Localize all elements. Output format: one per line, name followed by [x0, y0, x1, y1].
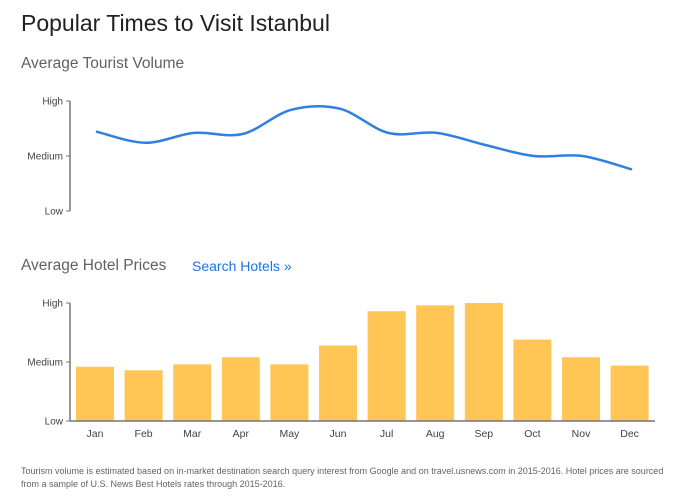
price-bar-feb	[124, 370, 163, 421]
y-tick-label: Medium	[27, 358, 63, 369]
footer-note: Tourism volume is estimated based on in-…	[21, 466, 664, 489]
price-bar-jul	[367, 311, 406, 421]
tourist-volume-chart: Low Medium High	[27, 97, 633, 218]
price-bar-apr	[221, 357, 260, 421]
page-title: Popular Times to Visit Istanbul	[21, 10, 330, 36]
price-bar-may	[270, 364, 309, 421]
x-tick-label: Oct	[524, 428, 540, 440]
x-tick-label: Mar	[183, 428, 202, 440]
x-tick-label: Nov	[572, 428, 591, 440]
x-tick-label: Apr	[233, 428, 250, 440]
y-tick-label: Low	[45, 417, 64, 428]
x-tick-label: Dec	[620, 428, 639, 440]
y-tick-label: High	[42, 97, 63, 108]
y-tick-label: High	[42, 299, 63, 310]
x-tick-label: Jan	[87, 428, 104, 440]
price-bar-dec	[610, 365, 649, 421]
y-tick-label: Low	[45, 207, 64, 218]
search-hotels-link[interactable]: Search Hotels »	[192, 258, 292, 274]
price-bar-nov	[562, 357, 600, 421]
tourist-volume-line	[95, 104, 633, 171]
price-bar-jan	[76, 366, 114, 421]
y-tick-label: Medium	[27, 152, 63, 163]
price-bar-aug	[416, 305, 455, 421]
price-bar-sep	[464, 303, 503, 421]
tourist-volume-title: Average Tourist Volume	[21, 55, 185, 72]
hotel-prices-title: Average Hotel Prices	[21, 257, 167, 274]
x-tick-label: Sep	[474, 428, 493, 440]
hotel-prices-chart: Jan Feb Mar Apr May Jun Jul Aug Sep Oct Nov Dec Low M…	[27, 299, 655, 440]
x-tick-label: Feb	[135, 428, 153, 440]
price-bar-jun	[319, 345, 357, 421]
price-bar-mar	[173, 364, 212, 421]
x-tick-label: Jul	[380, 428, 393, 440]
x-tick-label: Aug	[426, 428, 445, 440]
price-bar-oct	[513, 339, 552, 421]
x-tick-label: May	[279, 428, 300, 440]
x-tick-label: Jun	[330, 428, 347, 440]
